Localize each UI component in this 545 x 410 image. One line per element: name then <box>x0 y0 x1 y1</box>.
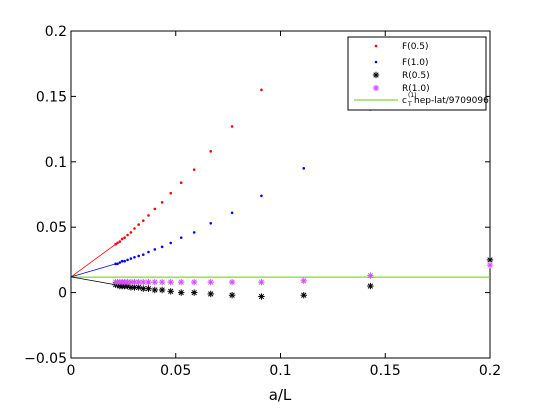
extrapolation-line <box>70 276 116 286</box>
legend-marker <box>374 60 378 64</box>
extrapolation-line <box>70 243 116 278</box>
extrapolation-line <box>70 263 116 278</box>
data-point <box>114 242 117 246</box>
data-point <box>177 289 185 296</box>
data-point <box>179 181 183 185</box>
data-point <box>120 237 124 241</box>
data-point <box>230 125 234 128</box>
data-point <box>209 221 213 225</box>
data-point <box>141 253 145 256</box>
data-point <box>126 258 129 262</box>
legend: F(0.5) F(1.0) R(0.5) R(1.0) c T (1) hep-lat/97… <box>347 36 489 111</box>
data-point <box>158 286 166 294</box>
data-point <box>192 168 196 171</box>
x-tick-label: 0 <box>67 363 76 379</box>
legend-label: F(0.5) <box>402 42 429 52</box>
legend-marker <box>372 71 380 79</box>
legend-label-sup: (1) <box>408 92 417 99</box>
data-point <box>167 288 174 295</box>
data-point <box>129 231 133 234</box>
data-point <box>151 278 158 286</box>
legend-marker <box>374 44 378 48</box>
data-point <box>486 261 494 269</box>
y-tick-label: 0.05 <box>36 220 67 236</box>
legend-marker <box>372 84 380 92</box>
legend-label: F(1.0) <box>402 58 429 68</box>
data-point <box>123 259 126 263</box>
y-tick-label: 0.1 <box>45 155 67 171</box>
data-point <box>137 254 140 258</box>
legend-label: c <box>402 96 407 106</box>
data-point <box>141 219 145 222</box>
data-point <box>112 278 119 286</box>
data-point <box>367 272 374 279</box>
points-layer <box>112 88 494 300</box>
data-point <box>160 201 164 204</box>
data-point <box>179 236 183 239</box>
y-tick-label: 0.15 <box>36 89 67 105</box>
data-point <box>120 259 124 263</box>
data-point <box>151 286 158 294</box>
legend-label: R(1.0) <box>402 84 430 94</box>
data-point <box>153 207 157 211</box>
data-point <box>126 233 129 237</box>
legend-box <box>347 36 487 111</box>
data-point <box>207 290 214 298</box>
data-point <box>129 257 133 260</box>
data-point <box>190 289 198 296</box>
data-point <box>123 236 126 239</box>
data-point <box>258 278 265 286</box>
data-point <box>302 167 306 170</box>
data-point <box>116 262 119 266</box>
data-point <box>300 277 307 285</box>
data-point <box>260 88 263 92</box>
legend-label: R(0.5) <box>402 71 430 81</box>
data-point <box>137 223 140 226</box>
data-point <box>133 255 136 259</box>
data-point <box>192 231 196 234</box>
y-tick-label: 0.2 <box>45 24 67 40</box>
legend-label-sub: T <box>407 101 412 108</box>
data-point <box>367 282 374 290</box>
x-tick-label: 0.2 <box>479 363 501 379</box>
data-point <box>160 245 164 249</box>
data-point <box>228 278 236 286</box>
data-point <box>190 278 198 286</box>
data-point <box>147 250 150 254</box>
lines-layer <box>70 243 490 286</box>
x-axis-title: a/L <box>269 386 292 404</box>
data-point <box>118 240 122 243</box>
legend-label-rest: hep-lat/9709096 <box>414 96 489 106</box>
data-point <box>147 214 150 217</box>
data-point <box>228 292 236 299</box>
data-point <box>260 194 263 198</box>
data-point <box>207 278 214 286</box>
x-tick-label: 0.1 <box>269 363 291 379</box>
x-tick-label: 0.05 <box>160 363 191 379</box>
data-point <box>300 292 307 299</box>
data-point <box>169 191 173 195</box>
data-point <box>118 261 122 264</box>
data-point <box>114 262 117 266</box>
data-point <box>230 211 234 215</box>
data-point <box>158 278 166 286</box>
data-point <box>140 285 147 292</box>
data-point <box>133 227 136 230</box>
data-point <box>209 150 213 153</box>
y-tick-label: −0.05 <box>24 351 67 367</box>
data-point <box>258 293 265 300</box>
data-point <box>169 241 173 245</box>
y-tick-label: 0 <box>58 286 67 302</box>
data-point <box>177 278 185 286</box>
data-point <box>167 278 174 286</box>
x-tick-label: 0.15 <box>370 363 401 379</box>
data-point <box>116 241 119 245</box>
data-point <box>153 248 157 251</box>
